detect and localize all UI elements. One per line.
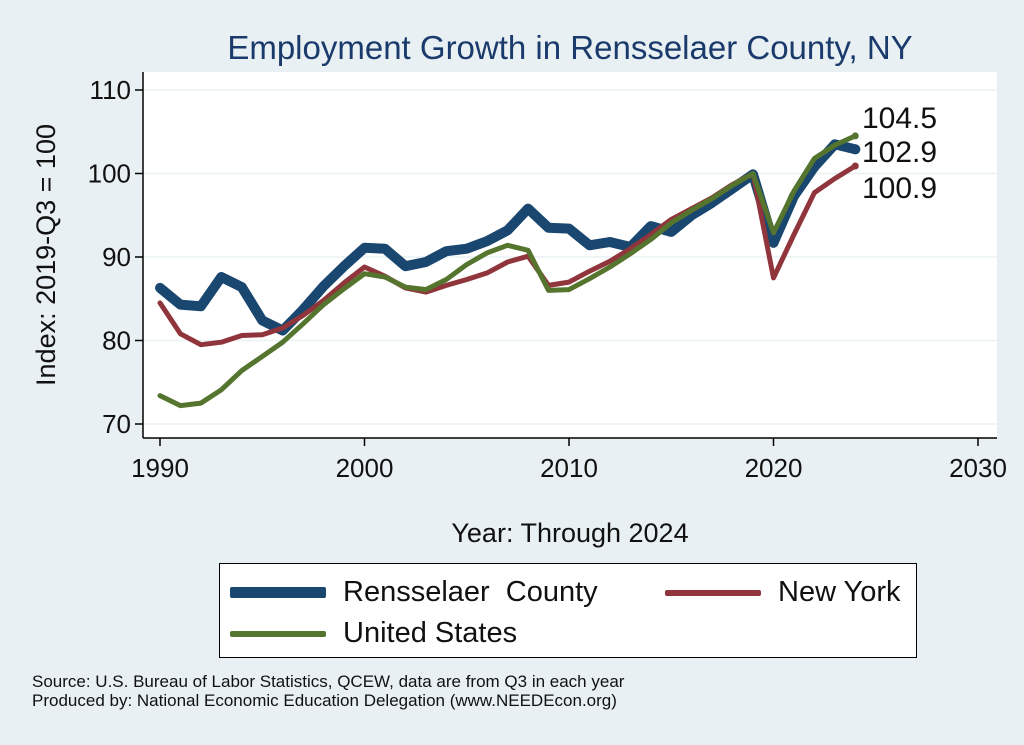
- legend-item-rensselaer: Rensselaer County: [230, 576, 598, 609]
- y-tick-label: 70: [102, 409, 131, 439]
- series-end-point: [851, 132, 859, 140]
- axes: 70 80 90 100 110 1990 2000 2010 2020 2030: [88, 72, 1007, 483]
- legend-label-united-states: United States: [343, 617, 518, 649]
- x-tick-label: 1990: [131, 453, 189, 483]
- y-tick-label: 80: [102, 326, 131, 356]
- series-line: [157, 133, 858, 409]
- x-tick-label: 2030: [949, 453, 1007, 483]
- legend-item-united-states: United States: [230, 617, 517, 650]
- y-tick-label: 110: [90, 75, 131, 105]
- grid-lines: [143, 89, 997, 425]
- legend-label-rensselaer: Rensselaer County: [343, 576, 598, 608]
- end-value-label: 102.9: [862, 136, 937, 169]
- end-value-label: 100.9: [862, 172, 937, 205]
- x-tick-label: 2010: [540, 453, 598, 483]
- legend-label-new-york: New York: [778, 576, 901, 608]
- y-tick-label: 100: [88, 159, 131, 189]
- source-note: Source: U.S. Bureau of Labor Statistics,…: [32, 672, 624, 710]
- end-value-label: 104.5: [862, 102, 937, 135]
- x-tick-label: 2020: [745, 453, 803, 483]
- chart-legend: Rensselaer County New York United States: [219, 563, 917, 658]
- y-tick-label: 90: [102, 242, 131, 272]
- legend-item-new-york: New York: [665, 576, 901, 609]
- series-end-point: [850, 144, 861, 155]
- y-axis-label: Index: 2019-Q3 = 100: [31, 124, 61, 386]
- chart-title: Employment Growth in Rensselaer County, …: [227, 29, 912, 66]
- legend-swatch-united-states: [230, 630, 326, 637]
- series-end-point: [851, 162, 859, 170]
- source-line: Source: U.S. Bureau of Labor Statistics,…: [32, 672, 625, 691]
- producer-line: Produced by: National Economic Education…: [32, 691, 617, 710]
- legend-swatch-rensselaer: [230, 587, 326, 598]
- x-axis-label: Year: Through 2024: [451, 518, 688, 548]
- x-tick-label: 2000: [336, 453, 394, 483]
- legend-swatch-new-york: [665, 589, 761, 596]
- series-lines: [155, 132, 861, 409]
